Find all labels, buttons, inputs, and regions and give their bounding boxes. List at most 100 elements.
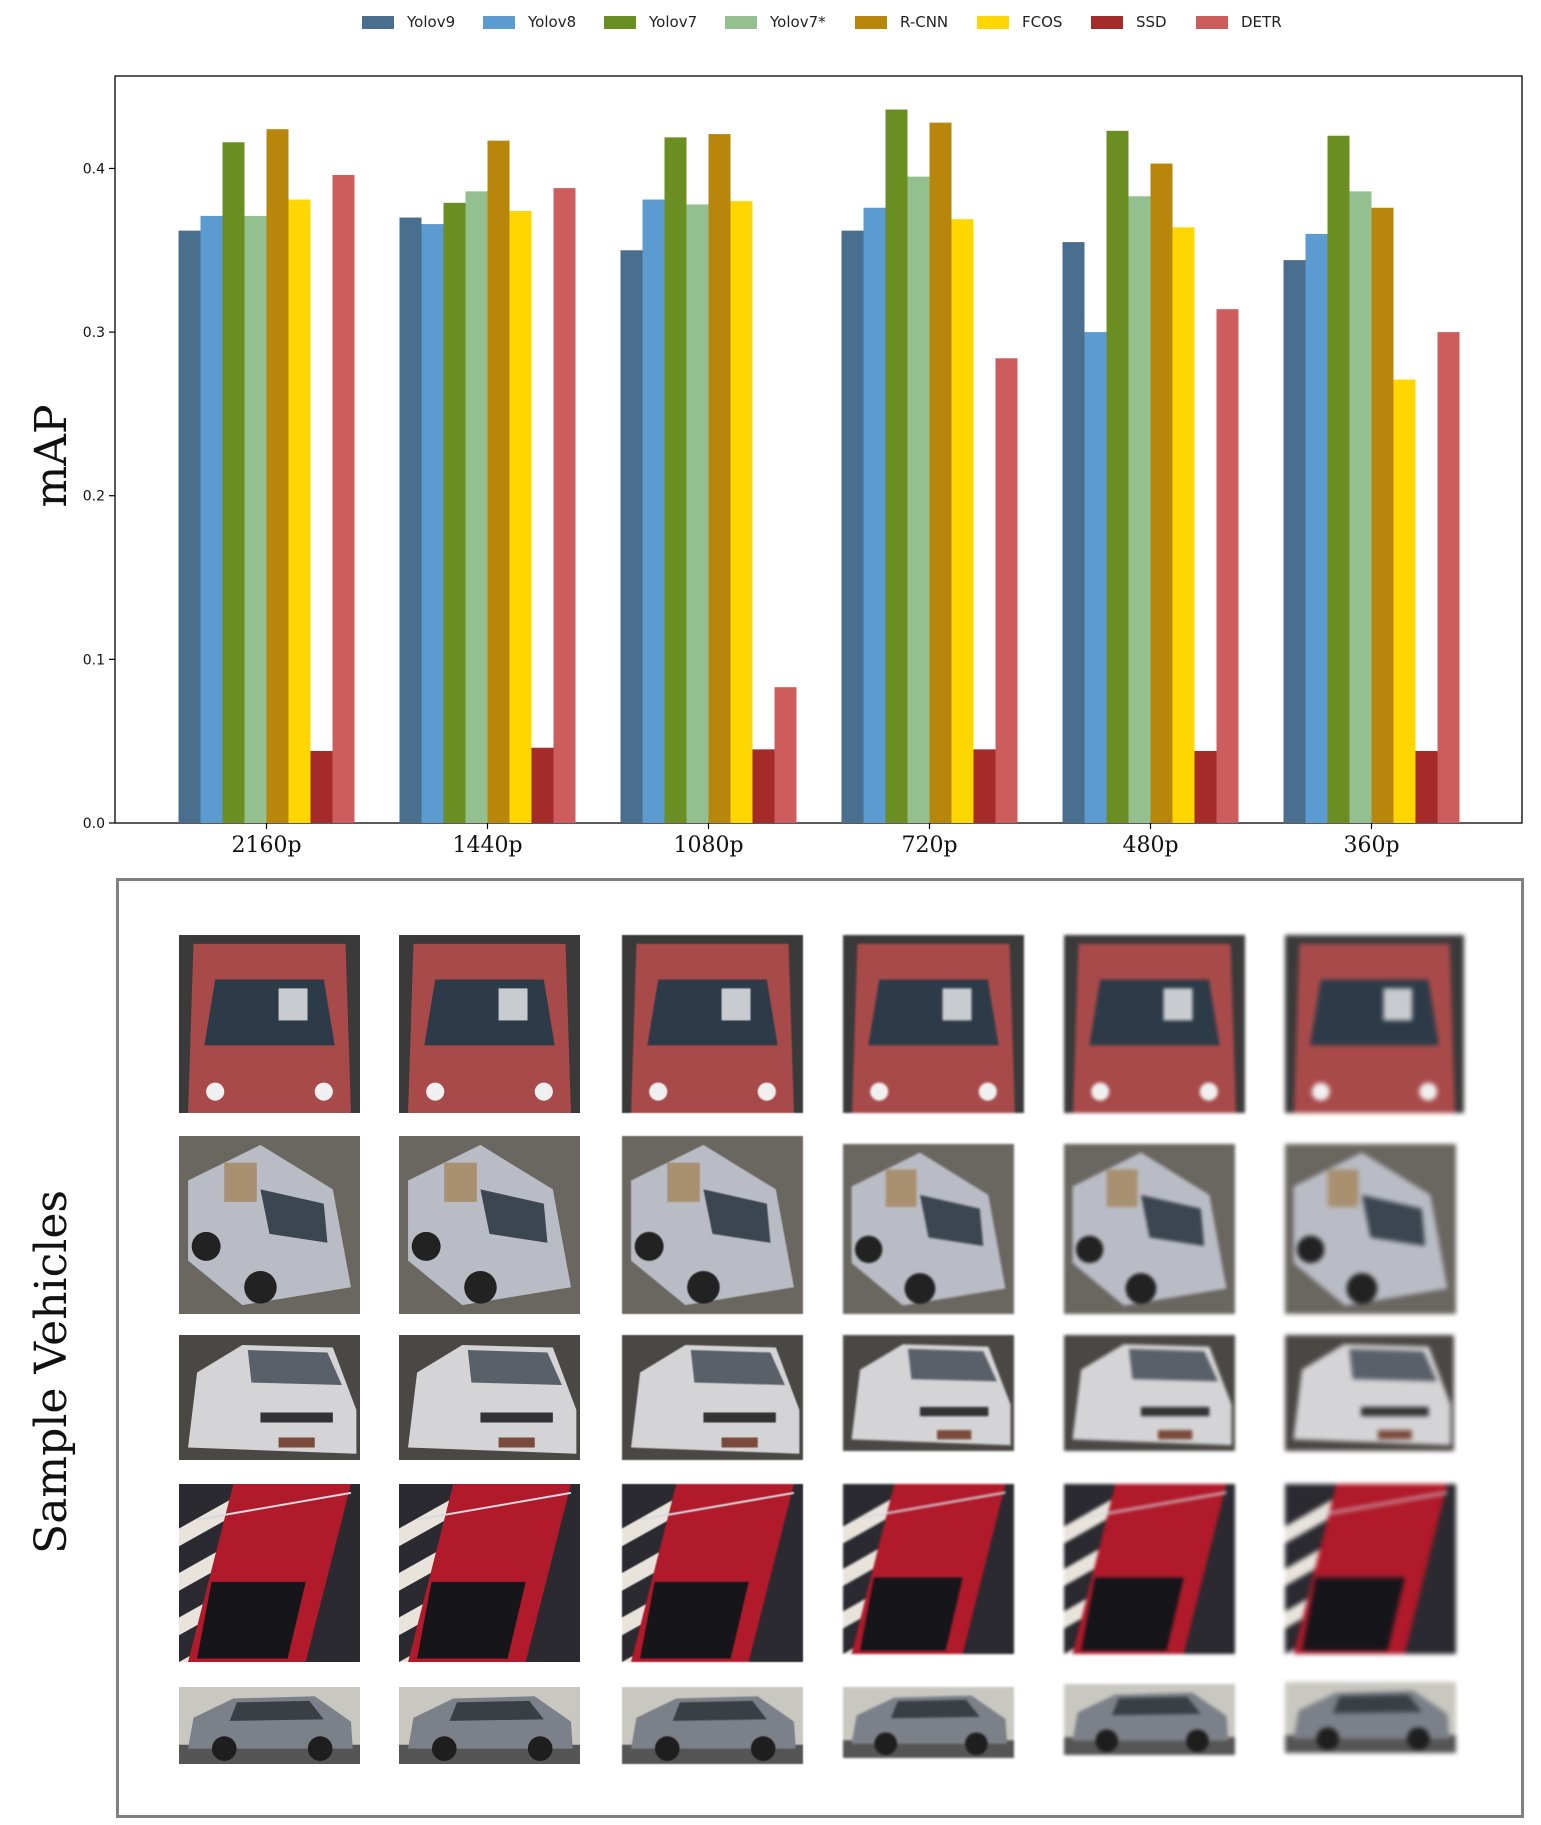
legend-swatch (1196, 15, 1228, 29)
crosswalk-stripe (179, 1492, 243, 1547)
vehicle-thumbnail (843, 1484, 1014, 1654)
wire (196, 1491, 352, 1521)
legend-label: DETR (1241, 13, 1282, 31)
bar (664, 137, 687, 823)
wheel (750, 1736, 776, 1761)
side-window (1327, 1169, 1359, 1207)
legend-item: Yolov8 (483, 8, 576, 36)
bar (929, 122, 952, 824)
headlight (1199, 1082, 1218, 1101)
sample-vehicles-panel (116, 878, 1524, 1818)
side-window (667, 1162, 700, 1202)
legend-item: Yolov9 (362, 8, 455, 36)
windshield (204, 979, 335, 1046)
headlight (1091, 1082, 1110, 1101)
vehicle-thumbnail (179, 935, 360, 1113)
bar (399, 217, 422, 823)
bar (774, 687, 797, 823)
bar (531, 747, 554, 823)
wheel (1296, 1235, 1325, 1264)
wheel (874, 1732, 898, 1756)
vehicle-thumbnail (622, 1136, 803, 1314)
vehicle-thumbnail (179, 1484, 360, 1662)
windshield (480, 1189, 548, 1243)
wheel (1186, 1729, 1209, 1753)
vehicle-thumbnail (622, 1335, 803, 1460)
windshield (467, 1350, 562, 1385)
headlight (649, 1082, 668, 1101)
legend-item: FCOS (977, 8, 1062, 36)
bar (1349, 191, 1372, 823)
legend-label: R-CNN (900, 13, 949, 31)
grille (480, 1412, 553, 1423)
headlight (314, 1082, 333, 1101)
wheel (244, 1271, 277, 1304)
vehicle-thumbnail (399, 1335, 580, 1460)
crosswalk-stripe (399, 1492, 463, 1547)
y-tick-label: 0.3 (83, 325, 105, 341)
bar (200, 215, 223, 824)
legend-label: Yolov8 (528, 13, 577, 31)
bar (332, 175, 355, 823)
wheel (1095, 1729, 1119, 1753)
bar (863, 207, 886, 823)
wheel (307, 1736, 333, 1761)
bar (553, 188, 576, 823)
wheel (1316, 1727, 1340, 1751)
windshield (197, 1581, 306, 1659)
bar (310, 751, 333, 823)
wheel (904, 1273, 936, 1304)
vehicle-thumbnail (843, 1144, 1014, 1314)
vehicle-thumbnail (1285, 1484, 1456, 1654)
vehicle-thumbnail (843, 935, 1024, 1113)
license-plate (278, 1437, 315, 1448)
crosswalk-stripe (1064, 1492, 1124, 1544)
side-window (444, 1162, 477, 1202)
y-tick-label: 0.0 (83, 816, 105, 832)
bar (841, 230, 864, 824)
windshield (907, 1348, 997, 1382)
bar (620, 250, 643, 824)
windshield (1310, 979, 1439, 1046)
windshield (1089, 979, 1220, 1046)
bar (995, 358, 1018, 823)
grille (1361, 1406, 1429, 1417)
side-window (224, 1162, 257, 1202)
side-window (890, 1699, 980, 1719)
wire (1301, 1491, 1448, 1519)
x-tick-label: 480p (1122, 833, 1178, 858)
vehicle-thumbnail (843, 1335, 1014, 1451)
crosswalk-stripe (1285, 1492, 1345, 1544)
bar (266, 129, 289, 823)
bar (465, 191, 488, 823)
windshield (860, 1577, 963, 1651)
legend-swatch (855, 15, 887, 29)
bar (443, 202, 466, 823)
license-plate (1377, 1430, 1412, 1440)
wheel (1407, 1727, 1430, 1751)
legend-label: Yolov7* (770, 13, 826, 31)
grille (1140, 1406, 1210, 1417)
crosswalk-stripe (622, 1492, 686, 1547)
side-window (672, 1700, 767, 1721)
bar (951, 219, 974, 823)
vehicle-thumbnail (399, 1136, 580, 1314)
vehicle-thumbnail (1285, 935, 1464, 1113)
bar (1128, 196, 1151, 824)
legend-item: DETR (1196, 8, 1282, 36)
legend-label: SSD (1136, 13, 1167, 31)
bar (1150, 163, 1173, 823)
side-window (1332, 1694, 1422, 1714)
wheel (1346, 1273, 1378, 1304)
vehicle-thumbnail (1285, 1682, 1456, 1753)
windshield (647, 979, 778, 1046)
wheel (687, 1271, 720, 1304)
vehicle-thumbnail (179, 1136, 360, 1314)
legend-swatch (977, 15, 1009, 29)
vehicle-thumbnail (622, 1687, 803, 1764)
headlight (534, 1082, 553, 1101)
headlight (978, 1082, 997, 1101)
y-tick-label: 0.4 (83, 161, 105, 177)
side-window (229, 1700, 324, 1721)
bar (1371, 207, 1394, 823)
